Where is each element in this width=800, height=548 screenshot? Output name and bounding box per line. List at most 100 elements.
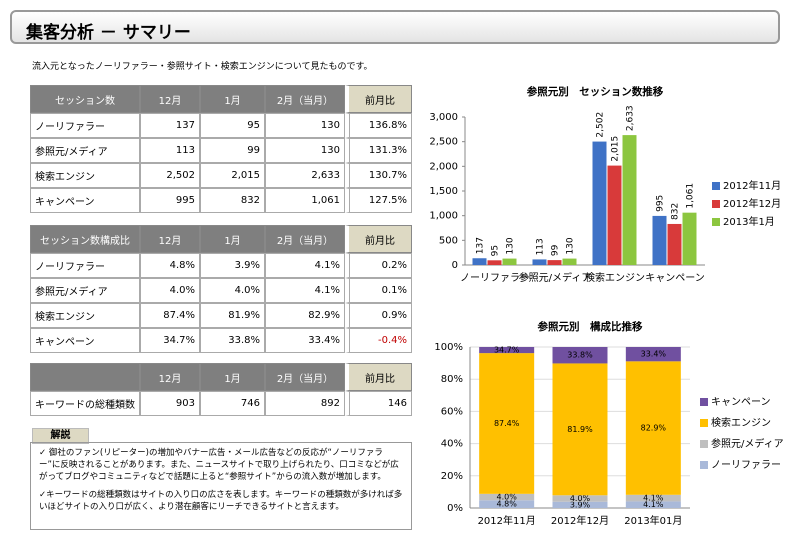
table: セッション数 12月 1月 2月（当月） 前月比 ノーリファラー 137 95 130 136.8…: [30, 85, 412, 213]
cell: 参照元/メディア: [30, 278, 140, 303]
bar: [622, 135, 637, 265]
legend-swatch: [700, 440, 708, 448]
header-cell: 2月（当月）: [265, 363, 345, 391]
value-label: 995: [656, 195, 666, 212]
cell: 82.9%: [265, 303, 345, 328]
table: セッション数構成比 12月 1月 2月（当月） 前月比 ノーリファラー 4.8% 3.9% 4.…: [30, 225, 412, 353]
header-cell: 12月: [140, 85, 200, 113]
cell: キャンペーン: [30, 188, 140, 213]
legend-label: 参照元/メディア: [711, 437, 784, 450]
bar: [532, 259, 547, 265]
value-label: 130: [566, 237, 576, 254]
cell: ノーリファラー: [30, 113, 140, 138]
row: キーワードの総種類数 903 746 892 146: [30, 391, 412, 416]
header-row: セッション数 12月 1月 2月（当月） 前月比: [30, 85, 412, 113]
row: 検索エンジン 87.4% 81.9% 82.9% 0.9%: [30, 303, 412, 328]
legend-label: 2013年1月: [723, 215, 775, 228]
bar: [667, 223, 682, 265]
bar: [562, 258, 577, 265]
value-label: 95: [491, 245, 501, 256]
row: ノーリファラー 4.8% 3.9% 4.1% 0.2%: [30, 253, 412, 278]
cell: 130: [265, 113, 345, 138]
cell: ノーリファラー: [30, 253, 140, 278]
legend-label: キャンペーン: [711, 397, 771, 408]
row: 参照元/メディア 113 99 130 131.3%: [30, 138, 412, 163]
value-label: 99: [551, 244, 561, 256]
header-cell: [30, 363, 140, 391]
cell: 127.5%: [345, 188, 412, 213]
bar: [682, 212, 697, 265]
cell: 113: [140, 138, 200, 163]
header-cell: 1月: [200, 225, 265, 253]
header-cell: 前月比: [345, 225, 412, 253]
x-tick-label: 2012年11月: [478, 514, 536, 527]
header-cell: 前月比: [345, 363, 412, 391]
header-cell: セッション数: [30, 85, 140, 113]
y-tick-label: 500: [439, 235, 458, 246]
y-tick-label: 80%: [441, 374, 463, 385]
cell: 2,015: [200, 163, 265, 188]
cell: 33.8%: [200, 328, 265, 353]
value-label: 33.8%: [567, 351, 593, 360]
value-label: 1,061: [686, 183, 696, 209]
header-cell: セッション数構成比: [30, 225, 140, 253]
paragraph: ✓ 御社のファン(リピーター)の増加やバナー広告・メール広告などの反応が“ノーリ…: [39, 448, 399, 482]
header-cell: 1月: [200, 85, 265, 113]
x-tick-label: 参照元/メディア: [519, 271, 592, 284]
table: 12月 1月 2月（当月） 前月比 キーワードの総種類数 903 746 892 146: [30, 363, 412, 416]
cell: 0.2%: [345, 253, 412, 278]
cell: 4.1%: [265, 278, 345, 303]
bar-segment: [625, 347, 681, 362]
value-label: 87.4%: [494, 419, 520, 428]
bar: [592, 141, 607, 265]
value-label: 4.1%: [643, 500, 664, 509]
cell: 137: [140, 113, 200, 138]
cell: 130.7%: [345, 163, 412, 188]
value-label: 2,502: [596, 112, 606, 138]
legend-swatch: [700, 461, 708, 469]
value-label: 4.1%: [643, 494, 664, 503]
y-tick-label: 0%: [447, 503, 463, 514]
bar-segment: [552, 363, 608, 496]
paragraph: ✓キーワードの総種類数はサイトの入り口の広さを表します。キーワードの種類数が多け…: [39, 490, 403, 512]
value-label: 33.4%: [641, 350, 667, 359]
cell: 81.9%: [200, 303, 265, 328]
header: 集客分析 － サマリー: [10, 10, 780, 44]
cell: 99: [200, 138, 265, 163]
bar: [607, 165, 622, 265]
x-tick-label: ノーリファラー: [460, 272, 530, 284]
cell: 995: [140, 188, 200, 213]
y-tick-label: 1,000: [429, 211, 458, 222]
value-label: 2,015: [611, 136, 621, 162]
value-label: 137: [476, 237, 486, 254]
header-cell: 2月（当月）: [265, 85, 345, 113]
bar-segment: [479, 493, 535, 501]
cell: 4.0%: [200, 278, 265, 303]
value-label: 3.9%: [570, 500, 591, 509]
bar: [487, 260, 502, 265]
value-label: 81.9%: [567, 425, 593, 434]
cell: 903: [140, 391, 200, 416]
cell: 4.0%: [140, 278, 200, 303]
cell: 3.9%: [200, 253, 265, 278]
header-cell: 前月比: [345, 85, 412, 113]
cell: 136.8%: [345, 113, 412, 138]
row: キャンペーン 995 832 1,061 127.5%: [30, 188, 412, 213]
bar: [547, 260, 562, 265]
legend-swatch: [712, 218, 720, 226]
cell: キーワードの総種類数: [30, 391, 140, 416]
value-label: 4.0%: [570, 494, 591, 503]
bar-segment: [479, 347, 535, 354]
cell: 1,061: [265, 188, 345, 213]
header-row: セッション数構成比 12月 1月 2月（当月） 前月比: [30, 225, 412, 253]
x-tick-label: 2012年12月: [551, 514, 609, 527]
legend-label: 2012年11月: [723, 179, 781, 192]
cell: 87.4%: [140, 303, 200, 328]
y-tick-label: 2,500: [429, 137, 458, 148]
row: 検索エンジン 2,502 2,015 2,633 130.7%: [30, 163, 412, 188]
bar: [472, 258, 487, 265]
y-tick-label: 20%: [441, 471, 463, 482]
legend-label: 2012年12月: [723, 197, 781, 210]
